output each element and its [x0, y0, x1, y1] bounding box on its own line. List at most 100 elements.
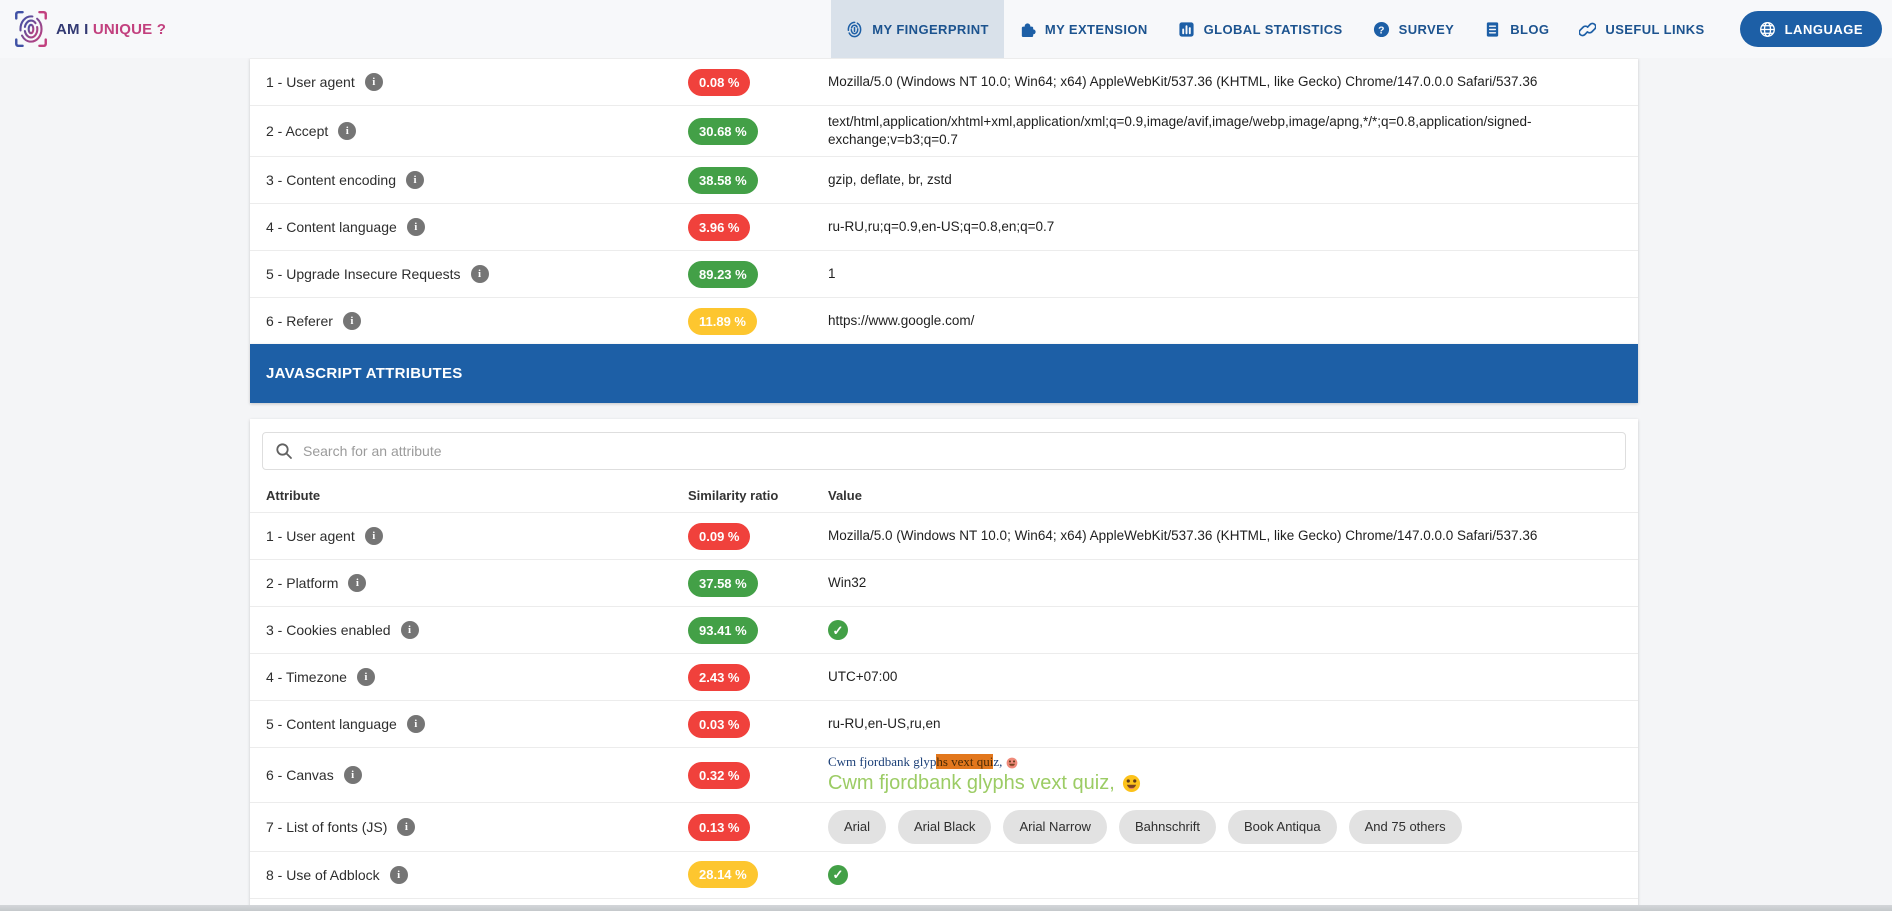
- similarity-badge: 30.68 %: [688, 118, 758, 145]
- table-row: 5 - Content language i 0.03 % ru-RU,en-U…: [250, 700, 1638, 747]
- blog-icon: [1484, 21, 1501, 38]
- nav-item-survey[interactable]: ? SURVEY: [1358, 0, 1470, 58]
- bar-chart-icon: [1178, 21, 1195, 38]
- attribute-value: Mozilla/5.0 (Windows NT 10.0; Win64; x64…: [828, 528, 1537, 543]
- attribute-value: https://www.google.com/: [828, 313, 974, 328]
- font-chip: And 75 others: [1349, 810, 1462, 844]
- search-icon: [275, 442, 293, 460]
- nav-label: MY EXTENSION: [1045, 22, 1148, 37]
- table-header-row: Attribute Similarity ratio Value: [250, 479, 1638, 512]
- attribute-label: 2 - Platform: [266, 575, 338, 591]
- info-icon[interactable]: i: [397, 818, 415, 836]
- similarity-badge: 3.96 %: [688, 214, 750, 241]
- table-row: 1 - User agent i 0.09 % Mozilla/5.0 (Win…: [250, 512, 1638, 559]
- svg-text:?: ?: [1378, 25, 1385, 36]
- info-icon[interactable]: i: [406, 171, 424, 189]
- canvas-sample: Cwm fjordbank glyphs vext quiz, Cwm fjor…: [828, 755, 1618, 795]
- site-logo[interactable]: AM I UNIQUE ?: [12, 9, 166, 49]
- similarity-badge: 2.43 %: [688, 664, 750, 691]
- nav-item-blog[interactable]: BLOG: [1469, 0, 1564, 58]
- attribute-value: ru-RU,ru;q=0.9,en-US;q=0.8,en;q=0.7: [828, 219, 1054, 234]
- info-icon[interactable]: i: [348, 574, 366, 592]
- info-icon[interactable]: i: [390, 866, 408, 884]
- info-icon[interactable]: i: [344, 766, 362, 784]
- nav-item-global-statistics[interactable]: GLOBAL STATISTICS: [1163, 0, 1358, 58]
- attribute-value: Win32: [828, 575, 866, 590]
- attribute-label: 3 - Cookies enabled: [266, 622, 391, 638]
- attribute-value: gzip, deflate, br, zstd: [828, 172, 952, 187]
- attribute-label: 2 - Accept: [266, 123, 328, 139]
- font-chip-list: ArialArial BlackArial NarrowBahnschriftB…: [828, 810, 1618, 844]
- info-icon[interactable]: i: [338, 122, 356, 140]
- search-input[interactable]: [303, 443, 1613, 459]
- search-area: [250, 419, 1638, 479]
- similarity-badge: 0.03 %: [688, 711, 750, 738]
- similarity-badge: 0.13 %: [688, 814, 750, 841]
- site-title: AM I UNIQUE ?: [56, 21, 166, 38]
- globe-icon: [1759, 21, 1776, 38]
- attribute-label: 4 - Content language: [266, 219, 397, 235]
- similarity-badge: 93.41 %: [688, 617, 758, 644]
- attribute-value: Mozilla/5.0 (Windows NT 10.0; Win64; x64…: [828, 74, 1537, 89]
- smiley-emoji-icon: [1006, 757, 1018, 769]
- nav-item-my-fingerprint[interactable]: MY FINGERPRINT: [831, 0, 1004, 58]
- table-row: 8 - Use of Adblock i 28.14 % ✓: [250, 851, 1638, 898]
- http-attributes-table: 1 - User agent i 0.08 % Mozilla/5.0 (Win…: [250, 58, 1638, 344]
- javascript-attributes-header: JAVASCRIPT ATTRIBUTES: [250, 344, 1638, 403]
- table-row: 7 - List of fonts (JS) i 0.13 % ArialAri…: [250, 802, 1638, 851]
- nav-menu: MY FINGERPRINT MY EXTENSION GLOBAL STATI…: [831, 0, 1719, 58]
- table-row: 6 - Canvas i 0.32 % Cwm fjordbank glyphs…: [250, 747, 1638, 802]
- info-icon[interactable]: i: [343, 312, 361, 330]
- font-chip: Book Antiqua: [1228, 810, 1337, 844]
- similarity-badge: 28.14 %: [688, 861, 758, 888]
- attribute-value: UTC+07:00: [828, 669, 897, 684]
- attribute-label: 5 - Upgrade Insecure Requests: [266, 266, 461, 282]
- nav-item-useful-links[interactable]: USEFUL LINKS: [1564, 0, 1719, 58]
- font-chip: Arial Black: [898, 810, 991, 844]
- nav-label: BLOG: [1510, 22, 1549, 37]
- canvas-line-small: Cwm fjordbank glyphs vext quiz,: [828, 755, 1618, 770]
- attribute-value: ru-RU,en-US,ru,en: [828, 716, 941, 731]
- attribute-label: 5 - Content language: [266, 716, 397, 732]
- similarity-badge: 0.08 %: [688, 69, 750, 96]
- fingerprint-icon: [846, 21, 863, 38]
- info-icon[interactable]: i: [365, 73, 383, 91]
- nav-label: MY FINGERPRINT: [872, 22, 989, 37]
- smiley-emoji-icon: [1122, 774, 1141, 793]
- attribute-label: 1 - User agent: [266, 74, 355, 90]
- similarity-badge: 37.58 %: [688, 570, 758, 597]
- info-icon[interactable]: i: [471, 265, 489, 283]
- attribute-label: 7 - List of fonts (JS): [266, 819, 387, 835]
- link-icon: [1579, 21, 1596, 38]
- nav-label: SURVEY: [1399, 22, 1455, 37]
- attribute-search-box: [262, 432, 1626, 470]
- info-icon[interactable]: i: [357, 668, 375, 686]
- puzzle-icon: [1019, 21, 1036, 38]
- similarity-badge: 0.32 %: [688, 762, 750, 789]
- info-icon[interactable]: i: [365, 527, 383, 545]
- language-label: LANGUAGE: [1785, 22, 1863, 37]
- table-row: 3 - Content encoding i 38.58 % gzip, def…: [250, 156, 1638, 203]
- nav-label: GLOBAL STATISTICS: [1204, 22, 1343, 37]
- attribute-value: 1: [828, 266, 836, 281]
- attribute-label: 1 - User agent: [266, 528, 355, 544]
- nav-item-my-extension[interactable]: MY EXTENSION: [1004, 0, 1163, 58]
- attribute-label: 3 - Content encoding: [266, 172, 396, 188]
- info-icon[interactable]: i: [407, 218, 425, 236]
- table-row: 4 - Timezone i 2.43 % UTC+07:00: [250, 653, 1638, 700]
- info-icon[interactable]: i: [401, 621, 419, 639]
- info-icon[interactable]: i: [407, 715, 425, 733]
- language-button[interactable]: LANGUAGE: [1740, 11, 1882, 47]
- similarity-badge: 89.23 %: [688, 261, 758, 288]
- column-header-value: Value: [828, 488, 1638, 503]
- question-icon: ?: [1373, 21, 1390, 38]
- section-title: JAVASCRIPT ATTRIBUTES: [266, 365, 463, 382]
- attribute-label: 4 - Timezone: [266, 669, 347, 685]
- table-row: 2 - Platform i 37.58 % Win32: [250, 559, 1638, 606]
- fingerprint-logo-icon: [12, 9, 50, 49]
- taskbar-strip: [0, 905, 1892, 911]
- similarity-badge: 11.89 %: [688, 308, 757, 335]
- table-row: 1 - User agent i 0.08 % Mozilla/5.0 (Win…: [250, 58, 1638, 105]
- top-navbar: AM I UNIQUE ? MY FINGERPRINT MY EXTE: [0, 0, 1892, 58]
- attribute-label: 8 - Use of Adblock: [266, 867, 380, 883]
